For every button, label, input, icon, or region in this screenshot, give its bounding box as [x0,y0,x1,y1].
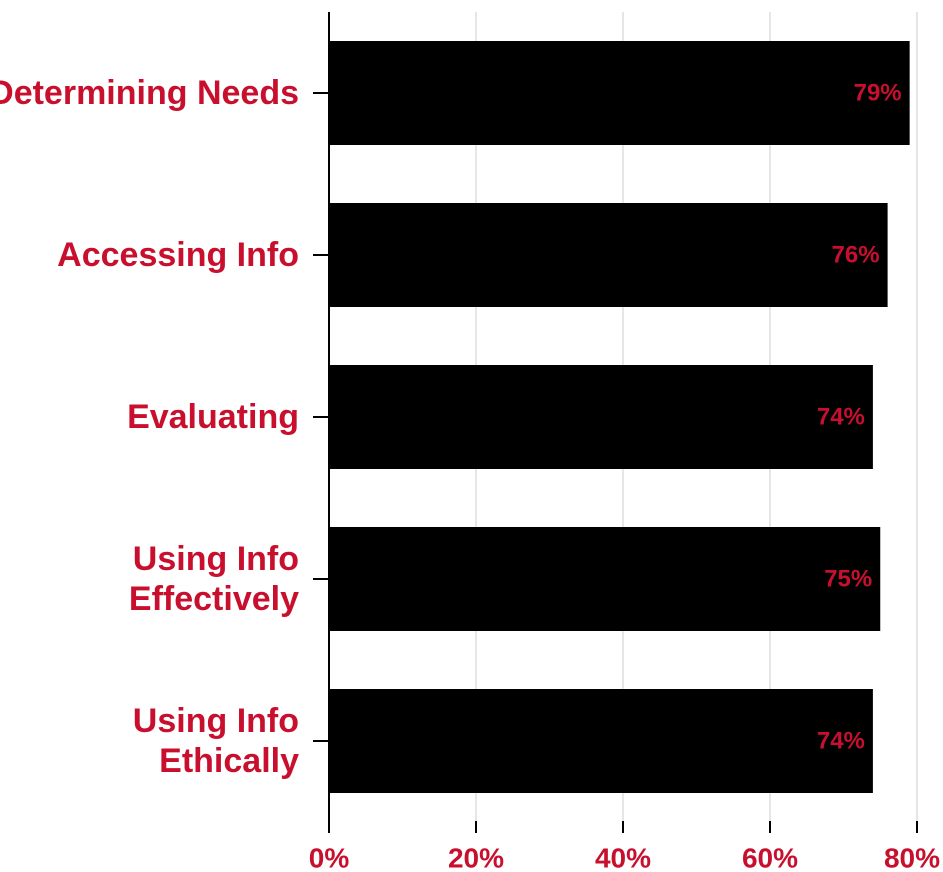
category-label: Determining Needs [0,74,299,112]
category-label: Using Info [133,702,299,740]
category-label: Using Info [133,540,299,578]
bar [329,203,888,307]
labels: 79% 76% 74% 75% 74% Determining Needs Accessin… [0,74,940,872]
category-label: Effectively [129,580,299,618]
bar [329,41,910,145]
category-label: Accessing Info [57,236,299,274]
x-tick-label: 60% [742,843,798,872]
category-label: Evaluating [127,398,299,436]
x-tick-label: 40% [595,843,651,872]
bar [329,365,873,469]
category-label: Ethically [159,742,299,780]
x-tick-label: 20% [448,843,504,872]
data-label: 74% [817,404,865,431]
axes [313,12,918,833]
bars [329,41,910,793]
bar [329,689,873,793]
x-tick-label: 0% [309,843,350,872]
data-label: 79% [854,80,902,107]
data-label: 74% [817,728,865,755]
data-label: 75% [824,566,872,593]
bar [329,527,881,631]
data-label: 76% [832,242,880,269]
x-tick-label: 80% [884,843,940,872]
